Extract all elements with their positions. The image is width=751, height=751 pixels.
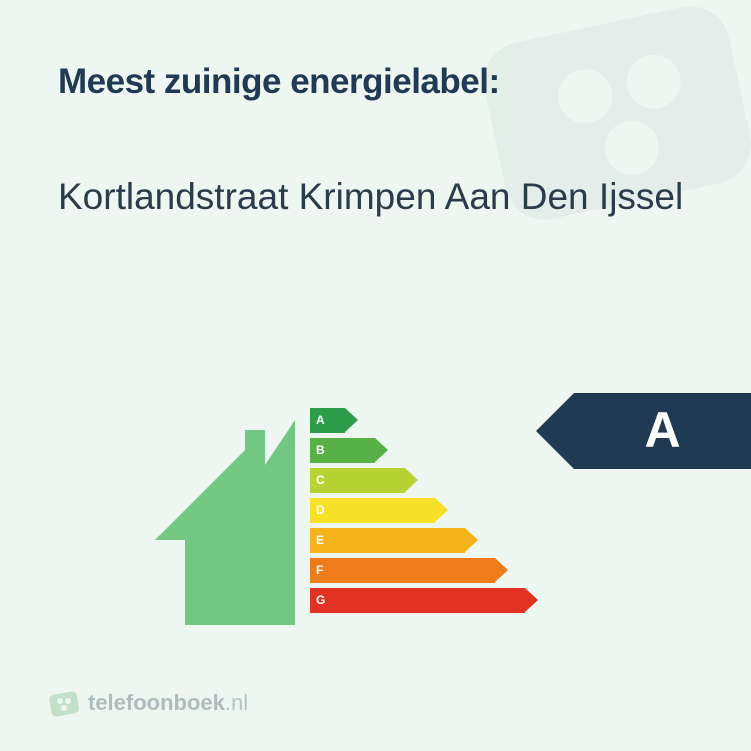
card-title: Meest zuinige energielabel:	[58, 62, 500, 102]
location-name: Kortlandstraat Krimpen Aan Den Ijssel	[58, 175, 693, 219]
background-watermark	[425, 0, 751, 284]
brand-name: telefoonboek.nl	[88, 690, 248, 716]
energy-bar-label: G	[316, 593, 325, 607]
energy-label-chart: A B C D E F G	[165, 400, 565, 630]
energy-bar-label: F	[316, 563, 323, 577]
result-label: A	[574, 401, 751, 459]
house-icon	[155, 420, 315, 625]
energy-bar-label: C	[316, 473, 325, 487]
energy-bar-label: D	[316, 503, 325, 517]
energy-bar-b: B	[310, 438, 388, 463]
result-pointer: A	[536, 393, 751, 469]
energy-bars: A B C D E F G	[310, 408, 538, 618]
energy-bar-label: E	[316, 533, 324, 547]
energy-bar-c: C	[310, 468, 418, 493]
energy-bar-g: G	[310, 588, 538, 613]
energy-bar-a: A	[310, 408, 358, 433]
brand-logo-icon	[48, 687, 80, 719]
footer-brand: telefoonboek.nl	[48, 687, 248, 719]
energy-bar-label: A	[316, 413, 325, 427]
energy-bar-d: D	[310, 498, 448, 523]
energy-bar-f: F	[310, 558, 508, 583]
energy-bar-e: E	[310, 528, 478, 553]
energy-bar-label: B	[316, 443, 325, 457]
